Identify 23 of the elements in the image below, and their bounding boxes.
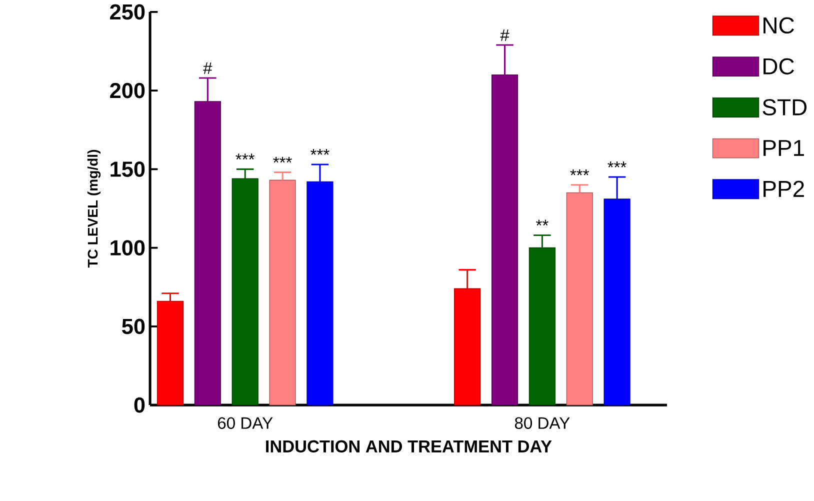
y-tick-label: 250 [110, 4, 145, 20]
y-tick-label: 150 [110, 162, 145, 178]
legend-label: DC [764, 58, 794, 75]
x-tick-label: 80 DAY [514, 417, 570, 430]
y-tick-label: 200 [110, 83, 145, 98]
x-axis-title: INDUCTION AND TREATMENT DAY [266, 440, 552, 453]
data-label: *** [310, 149, 330, 155]
data-label: *** [570, 170, 590, 176]
legend-label: STD [762, 99, 807, 116]
y-axis-title: TC LEVEL (mg/dl) [87, 150, 101, 268]
data-label: # [500, 30, 510, 42]
data-label: *** [608, 162, 626, 168]
data-label: # [203, 62, 212, 74]
y-tick-label: 50 [122, 318, 145, 334]
x-tick-label: 60 DAY [218, 417, 273, 430]
legend-label: PP2 [764, 180, 804, 198]
data-label: *** [273, 157, 292, 163]
y-tick-label: 100 [110, 240, 145, 256]
data-label: *** [236, 154, 255, 160]
legend-label: PP1 [764, 140, 804, 156]
data-label: ** [536, 220, 548, 226]
y-tick-label: 0 [134, 398, 145, 413]
legend-label: NC [764, 17, 794, 34]
